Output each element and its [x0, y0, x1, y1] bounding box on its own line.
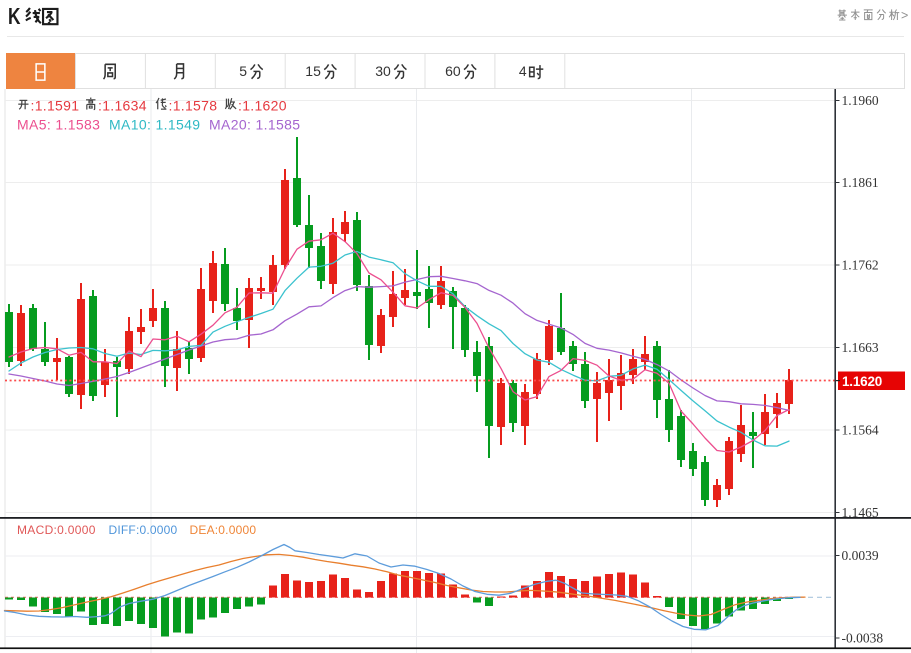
svg-text:30: 30 [375, 63, 391, 79]
svg-text:15: 15 [305, 63, 321, 79]
svg-text:60: 60 [445, 63, 461, 79]
svg-text::1.1578: :1.1578 [169, 98, 218, 114]
svg-text:MA5: 1.1583: MA5: 1.1583 [17, 117, 100, 133]
svg-text::1.1634: :1.1634 [98, 98, 147, 114]
svg-text:>: > [901, 9, 908, 23]
svg-text:1.1620: 1.1620 [842, 374, 882, 389]
svg-text:0.0039: 0.0039 [842, 548, 879, 563]
svg-text:MACD:0.0000: MACD:0.0000 [17, 523, 96, 537]
svg-text:5: 5 [239, 63, 247, 79]
svg-text:1.1762: 1.1762 [842, 258, 879, 273]
svg-text:K: K [8, 3, 21, 29]
svg-text:1.1861: 1.1861 [842, 175, 879, 190]
svg-text:1.1564: 1.1564 [842, 423, 879, 438]
svg-text:4: 4 [519, 63, 527, 79]
svg-text:1.1663: 1.1663 [842, 340, 879, 355]
svg-text:DIFF:0.0000: DIFF:0.0000 [109, 523, 178, 537]
svg-text:-0.0038: -0.0038 [842, 631, 884, 646]
svg-text::1.1591: :1.1591 [31, 98, 80, 114]
svg-text:MA10: 1.1549: MA10: 1.1549 [109, 117, 200, 133]
svg-text:1.1465: 1.1465 [842, 505, 879, 520]
svg-text:1.1960: 1.1960 [842, 93, 879, 108]
svg-text:DEA:0.0000: DEA:0.0000 [190, 523, 257, 537]
svg-text:MA20: 1.1585: MA20: 1.1585 [209, 117, 300, 133]
svg-text::1.1620: :1.1620 [238, 98, 287, 114]
